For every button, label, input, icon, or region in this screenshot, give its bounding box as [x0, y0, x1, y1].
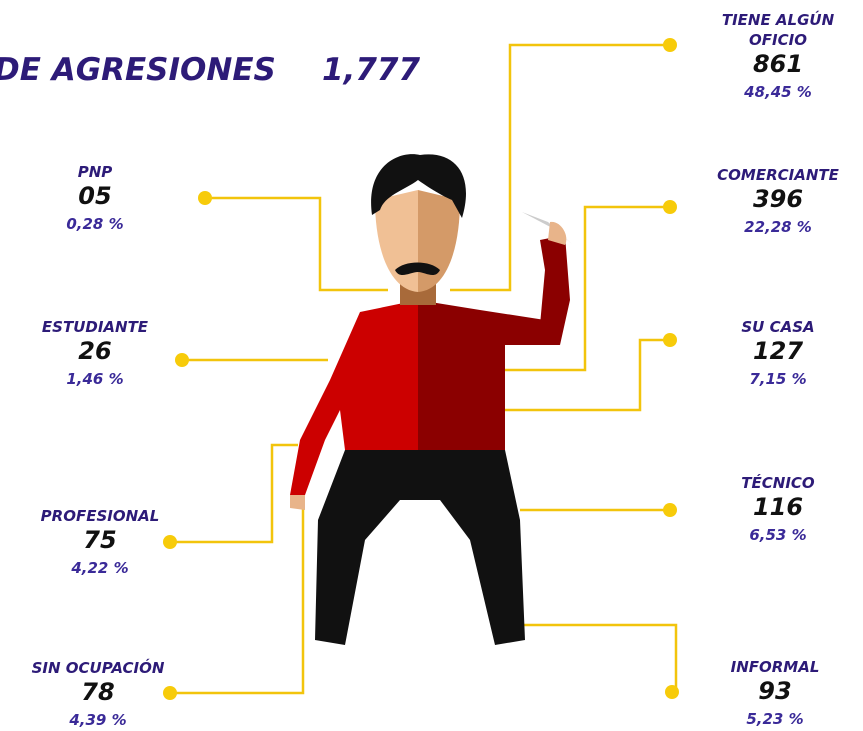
item-count: 75 — [83, 526, 116, 554]
item-label: TIENE ALGÚN — [722, 10, 835, 29]
connector-dot — [663, 200, 677, 214]
item-label: COMERCIANTE — [717, 166, 839, 184]
item-label: SU CASA — [741, 318, 814, 336]
item-percent: 7,15 % — [749, 370, 806, 388]
connector-dot — [665, 685, 679, 699]
connector-dot — [175, 353, 189, 367]
item-label: SIN OCUPACIÓN — [32, 658, 165, 677]
item-label: ESTUDIANTE — [42, 318, 149, 336]
connector-dot — [663, 503, 677, 517]
item-label: OFICIO — [749, 31, 807, 49]
item-percent: 4,22 % — [70, 559, 128, 577]
item-label: INFORMAL — [731, 658, 820, 676]
connector-dot — [198, 191, 212, 205]
item-count: 05 — [78, 182, 111, 210]
item-count: 127 — [753, 337, 803, 365]
item-count: 861 — [753, 50, 803, 78]
item-count: 78 — [81, 678, 114, 706]
item-percent: 4,39 % — [68, 711, 126, 729]
connector-dot — [163, 535, 177, 549]
connector-dot — [663, 333, 677, 347]
item-percent: 1,46 % — [66, 370, 123, 388]
item-count: 116 — [753, 493, 803, 521]
item-label: PNP — [78, 163, 113, 181]
title: DE AGRESIONES — [0, 52, 276, 88]
canvas: DE AGRESIONES 1,777 TIENE ALGÚN OFICIO861… — [0, 0, 863, 731]
item-percent: 48,45 % — [743, 83, 812, 101]
total: 1,777 — [322, 52, 420, 88]
item-percent: 22,28 % — [744, 218, 812, 236]
infographic: DE AGRESIONES 1,777 TIENE ALGÚN OFICIO861… — [0, 0, 863, 731]
connector-dot — [163, 686, 177, 700]
item-percent: 6,53 % — [749, 526, 806, 544]
item-label: PROFESIONAL — [41, 507, 160, 525]
item-percent: 5,23 % — [746, 710, 803, 728]
item-count: 93 — [758, 677, 791, 705]
item-label: TÉCNICO — [741, 473, 815, 492]
figure — [290, 154, 572, 645]
item-count: 26 — [78, 337, 111, 365]
item-percent: 0,28 % — [66, 215, 123, 233]
connector-dot — [663, 38, 677, 52]
item-count: 396 — [753, 185, 803, 213]
